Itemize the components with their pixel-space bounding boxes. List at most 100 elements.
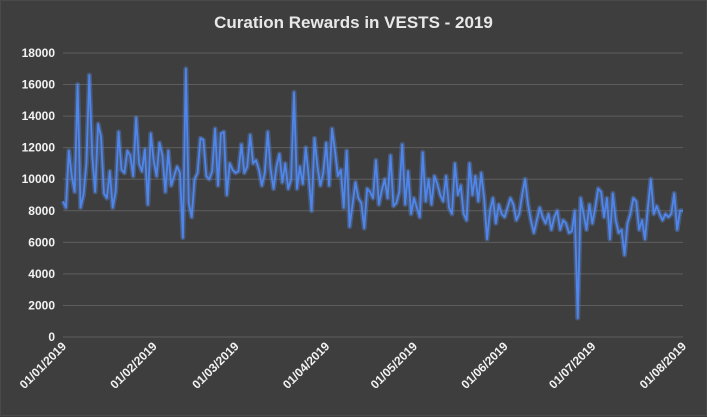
data-point (354, 181, 356, 183)
y-tick-label: 12000 (22, 141, 56, 155)
data-point (120, 169, 122, 171)
data-point (205, 175, 207, 177)
data-point (436, 183, 438, 185)
x-tick-label: 01/03/2019 (189, 339, 242, 392)
data-point (348, 225, 350, 227)
data-point (152, 159, 154, 161)
data-point (556, 210, 558, 212)
data-point (419, 216, 421, 218)
data-point (114, 191, 116, 193)
data-point (445, 175, 447, 177)
data-point (495, 222, 497, 224)
data-point (103, 192, 105, 194)
data-point (664, 213, 666, 215)
data-point (439, 194, 441, 196)
data-point (97, 123, 99, 125)
data-point (363, 227, 365, 229)
data-point (623, 254, 625, 256)
data-point (424, 200, 426, 202)
data-point (571, 230, 573, 232)
data-point (541, 216, 543, 218)
data-point (88, 74, 90, 76)
data-point (427, 178, 429, 180)
data-point (275, 165, 277, 167)
data-point (214, 128, 216, 130)
data-point (369, 191, 371, 193)
data-point (193, 178, 195, 180)
data-point (293, 91, 295, 93)
data-point (252, 162, 254, 164)
data-point (91, 154, 93, 156)
data-point (337, 175, 339, 177)
data-point (603, 216, 605, 218)
data-point (620, 229, 622, 231)
data-point (465, 219, 467, 221)
data-point (477, 200, 479, 202)
y-tick-label: 0 (48, 330, 55, 344)
data-point (498, 203, 500, 205)
data-point (234, 172, 236, 174)
data-point (457, 194, 459, 196)
y-tick-label: 4000 (28, 267, 55, 281)
data-point (626, 222, 628, 224)
data-point (76, 83, 78, 85)
data-point (278, 153, 280, 155)
data-point (196, 172, 198, 174)
data-point (489, 210, 491, 212)
x-tick-label: 01/06/2019 (458, 339, 511, 392)
data-point (310, 210, 312, 212)
data-point (480, 172, 482, 174)
y-tick-label: 14000 (22, 109, 56, 123)
data-point (313, 137, 315, 139)
data-point (617, 232, 619, 234)
data-point (632, 197, 634, 199)
data-point (462, 213, 464, 215)
data-point (483, 197, 485, 199)
data-point (202, 139, 204, 141)
data-point (334, 150, 336, 152)
y-tick-label: 16000 (22, 78, 56, 92)
data-point (68, 150, 70, 152)
x-tick-label: 01/01/2019 (17, 339, 70, 392)
data-point (524, 178, 526, 180)
data-point (413, 197, 415, 199)
data-point (161, 154, 163, 156)
data-point (345, 150, 347, 152)
data-point (416, 206, 418, 208)
data-point (208, 178, 210, 180)
data-point (240, 143, 242, 145)
x-tick-label: 01/02/2019 (107, 339, 160, 392)
data-point (653, 213, 655, 215)
y-tick-label: 2000 (28, 298, 55, 312)
data-point (281, 181, 283, 183)
y-tick-label: 10000 (22, 172, 56, 186)
data-point (515, 219, 517, 221)
data-point (319, 184, 321, 186)
data-point (641, 219, 643, 221)
data-point (430, 203, 432, 205)
data-point (404, 203, 406, 205)
data-point (141, 170, 143, 172)
data-point (199, 137, 201, 139)
data-point (606, 197, 608, 199)
data-point (129, 154, 131, 156)
data-point (673, 192, 675, 194)
data-point (381, 189, 383, 191)
data-point (512, 203, 514, 205)
data-point (468, 162, 470, 164)
data-point (351, 203, 353, 205)
data-point (226, 194, 228, 196)
data-point (422, 151, 424, 153)
data-point (267, 131, 269, 133)
data-point (123, 172, 125, 174)
data-point (579, 197, 581, 199)
data-point (615, 219, 617, 221)
data-point (231, 169, 233, 171)
data-point (316, 165, 318, 167)
y-tick-label: 6000 (28, 235, 55, 249)
data-point (182, 236, 184, 238)
x-tick-label: 01/08/2019 (637, 339, 690, 392)
x-tick-label: 01/07/2019 (546, 339, 599, 392)
data-point (448, 206, 450, 208)
